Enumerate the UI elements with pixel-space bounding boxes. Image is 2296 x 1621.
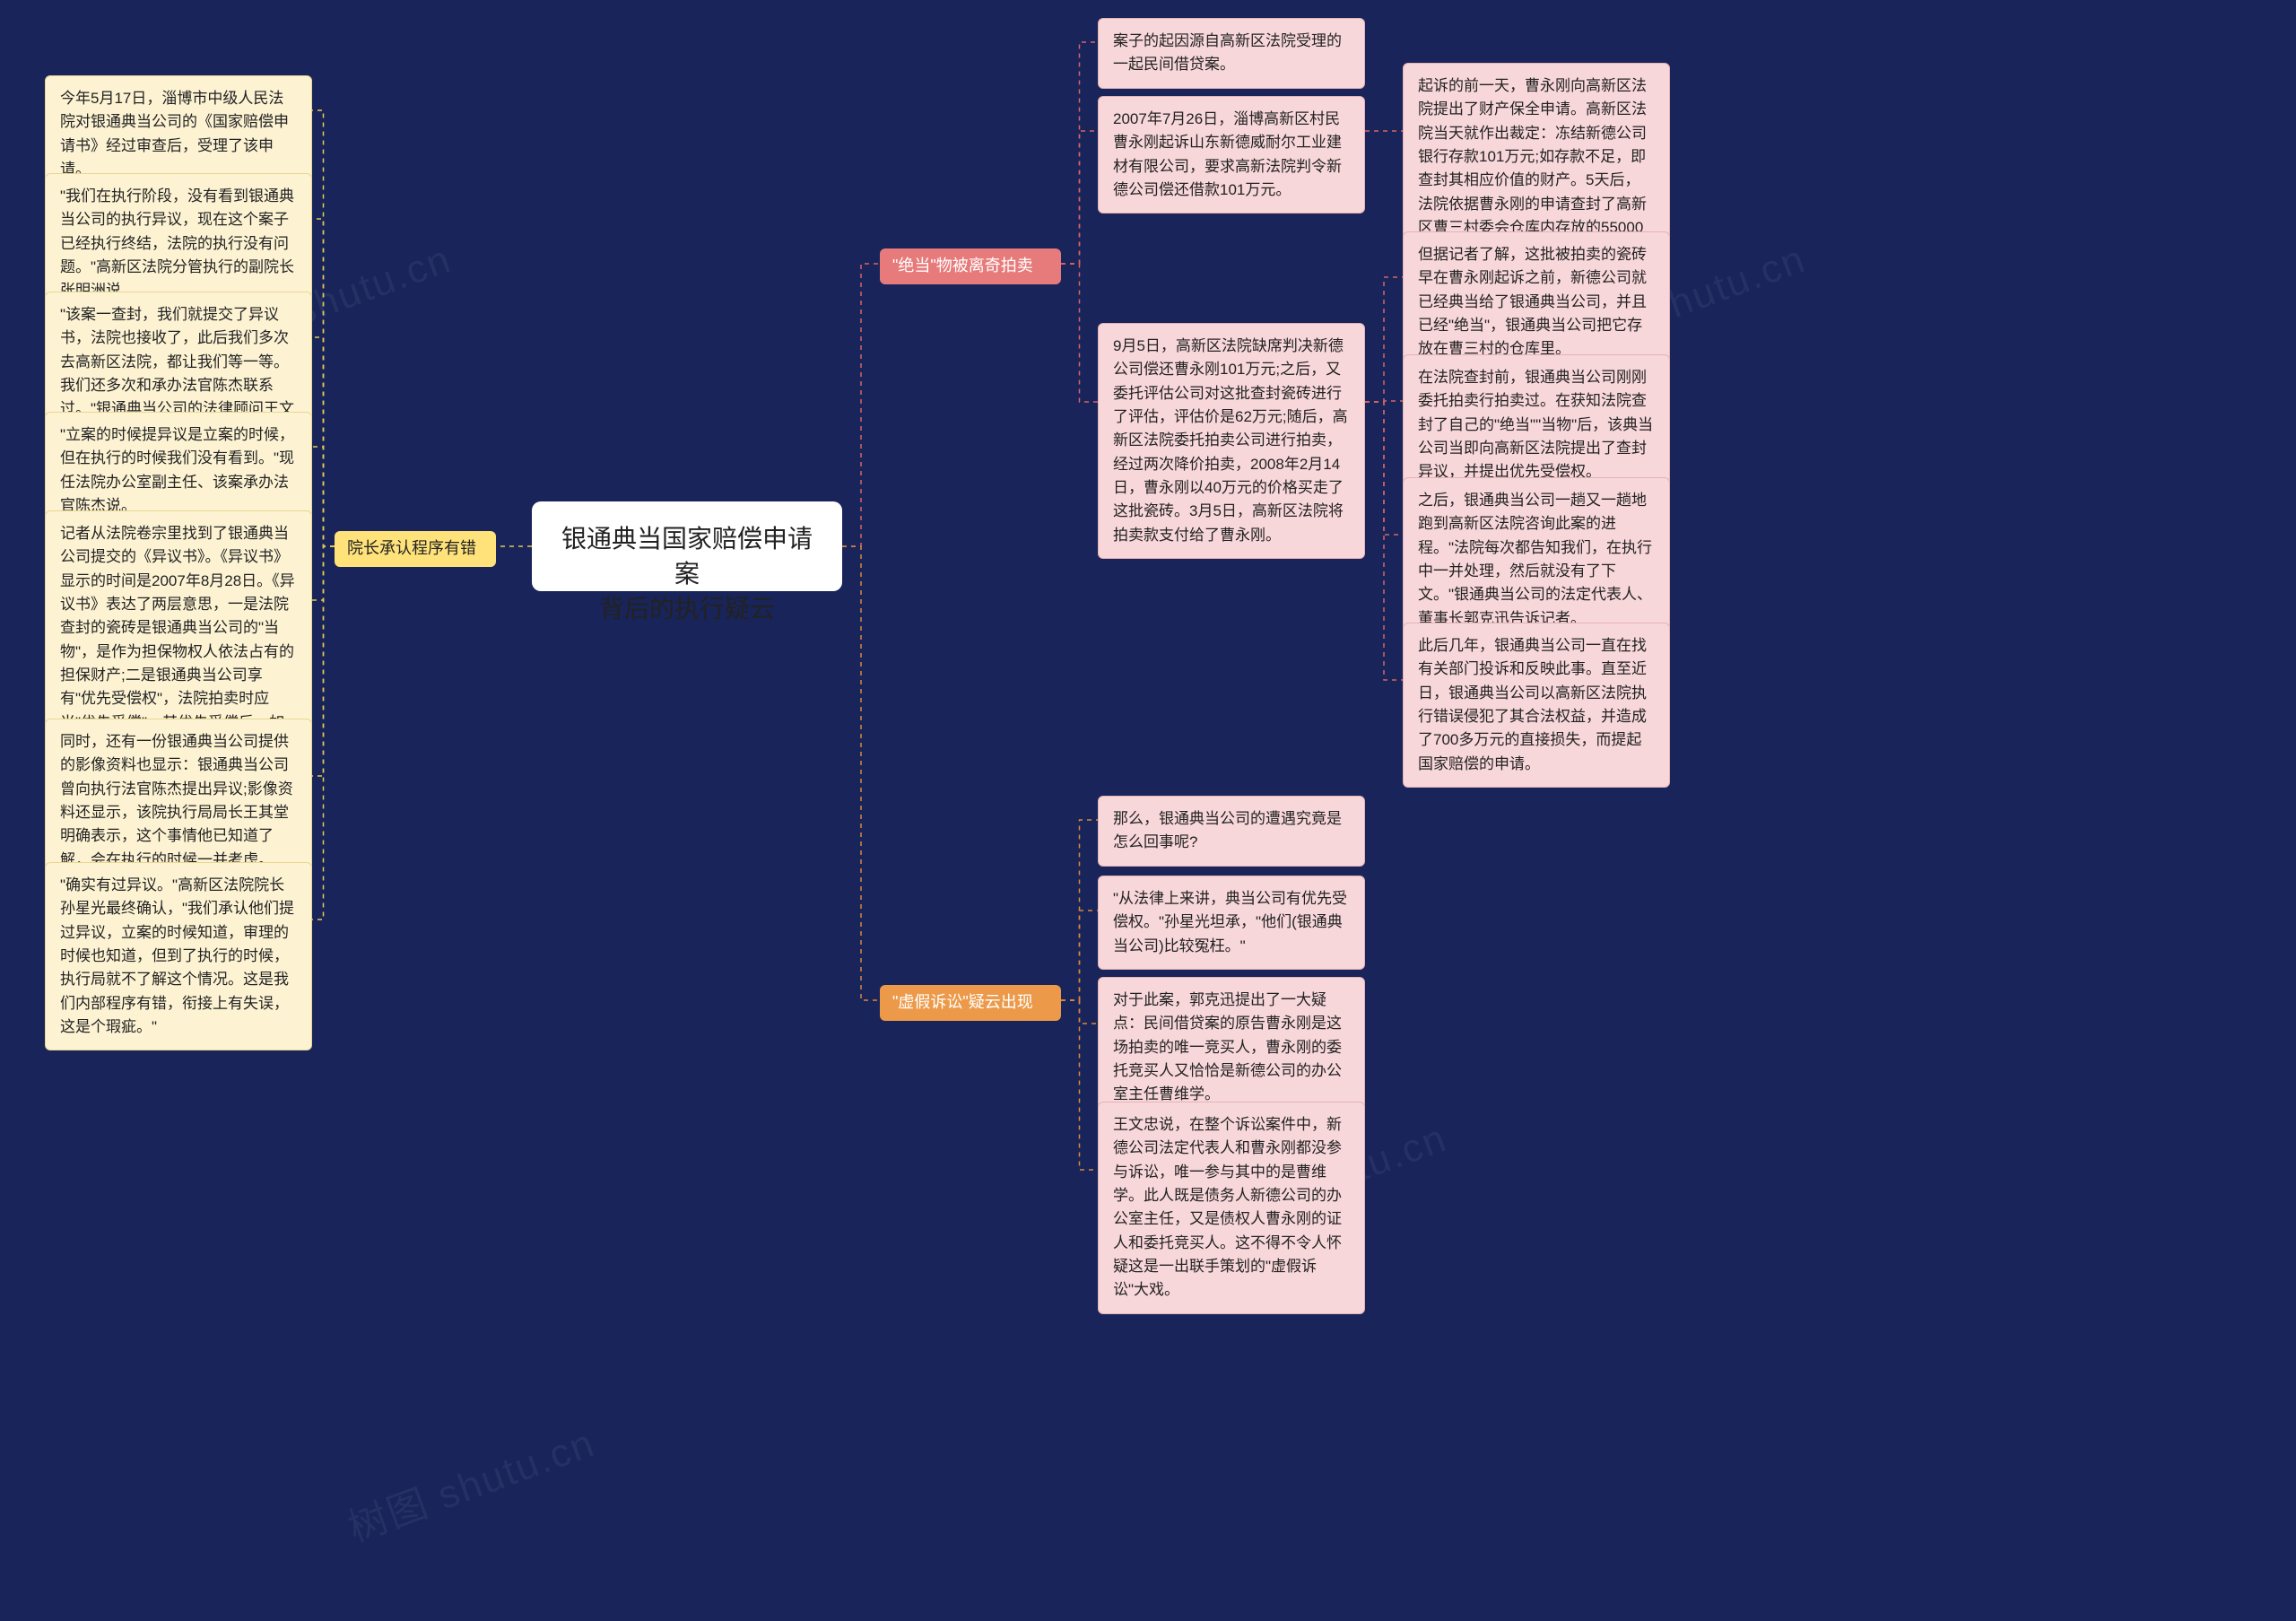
leaf-B-2-2: 之后，银通典当公司一趟又一趟地跑到高新区法院咨询此案的进程。"法院每次都告知我们…	[1403, 477, 1670, 642]
leaf-C-3: 王文忠说，在整个诉讼案件中，新德公司法定代表人和曹永刚都没参与诉讼，唯一参与其中…	[1098, 1102, 1365, 1314]
leaf-B-2: 9月5日，高新区法院缺席判决新德公司偿还曹永刚101万元;之后，又委托评估公司对…	[1098, 323, 1365, 559]
watermark: 树图 shutu.cn	[339, 1411, 602, 1554]
leaf-C-2: 对于此案，郭克迅提出了一大疑点：民间借贷案的原告曹永刚是这场拍卖的唯一竞买人，曹…	[1098, 977, 1365, 1119]
leaf-B-2-0: 但据记者了解，这批被拍卖的瓷砖早在曹永刚起诉之前，新德公司就已经典当给了银通典当…	[1403, 231, 1670, 373]
center-node: 银通典当国家赔偿申请案背后的执行疑云	[532, 501, 842, 591]
branch-A: 院长承认程序有错	[335, 531, 496, 567]
leaf-C-0: 那么，银通典当公司的遭遇究竟是怎么回事呢?	[1098, 796, 1365, 867]
leaf-B-1: 2007年7月26日，淄博高新区村民曹永刚起诉山东新德威耐尔工业建材有限公司，要…	[1098, 96, 1365, 214]
leaf-A-5: 同时，还有一份银通典当公司提供的影像资料也显示：银通典当公司曾向执行法官陈杰提出…	[45, 719, 312, 884]
leaf-B-2-3: 此后几年，银通典当公司一直在找有关部门投诉和反映此事。直至近日，银通典当公司以高…	[1403, 623, 1670, 788]
branch-B: "绝当"物被离奇拍卖	[880, 248, 1061, 284]
branch-C: "虚假诉讼"疑云出现	[880, 985, 1061, 1021]
leaf-A-6: "确实有过异议。"高新区法院院长孙星光最终确认，"我们承认他们提过异议，立案的时…	[45, 862, 312, 1050]
leaf-B-0: 案子的起因源自高新区法院受理的一起民间借贷案。	[1098, 18, 1365, 89]
leaf-B-2-1: 在法院查封前，银通典当公司刚刚委托拍卖行拍卖过。在获知法院查封了自己的"绝当""…	[1403, 354, 1670, 496]
leaf-C-1: "从法律上来讲，典当公司有优先受偿权。"孙星光坦承，"他们(银通典当公司)比较冤…	[1098, 876, 1365, 970]
